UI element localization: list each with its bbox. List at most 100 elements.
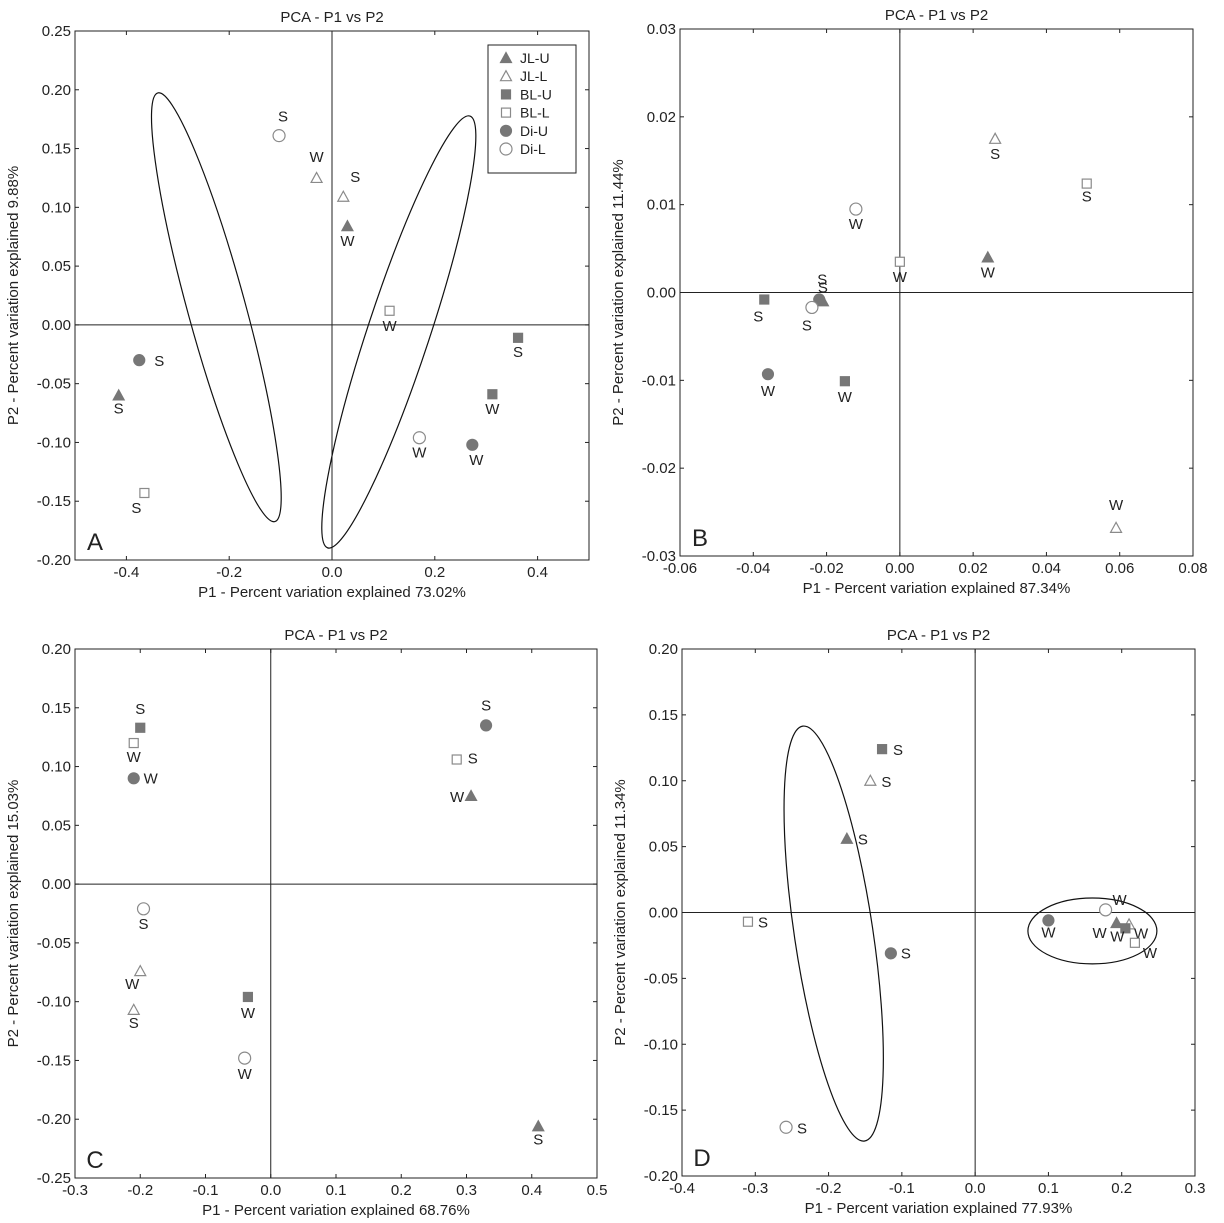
y-tick-label: 0.25 <box>42 23 71 40</box>
point-label: S <box>893 742 903 759</box>
y-tick-label: 0.05 <box>42 258 71 275</box>
panel-c: -0.3 -0.2 -0.1 0.0 0.1 0.2 0.3 0.4 0.5 -0.25 -0.20… <box>5 627 607 1219</box>
x-tick-label: 0.0 <box>260 1182 281 1199</box>
data-point <box>1042 914 1055 927</box>
x-axis-label: P1 - Percent variation explained 73.02% <box>198 584 466 601</box>
data-point <box>451 754 462 765</box>
x-axis-label: P1 - Percent variation explained 68.76% <box>202 1202 470 1219</box>
point-label: W <box>485 401 500 418</box>
point-label: S <box>817 272 827 289</box>
point-label: W <box>1110 928 1125 945</box>
x-tick-label: -0.3 <box>62 1182 88 1199</box>
legend-label: BL-L <box>520 105 550 121</box>
x-tick-label: -0.04 <box>736 560 770 577</box>
y-tick-label: -0.10 <box>37 994 71 1011</box>
x-tick-label: 0.5 <box>587 1182 608 1199</box>
data-point <box>340 219 354 232</box>
y-tick-label: 0.01 <box>647 197 676 214</box>
point-label: S <box>797 1120 807 1137</box>
x-tick-label: 0.3 <box>456 1182 477 1199</box>
point-label: S <box>901 945 911 962</box>
data-point <box>1109 521 1123 533</box>
data-point <box>135 722 146 733</box>
y-axis-label: P2 - Percent variation explained 11.34% <box>612 779 629 1046</box>
x-tick-label: 0.4 <box>521 1182 542 1199</box>
point-label: S <box>513 344 523 361</box>
y-tick-label: -0.20 <box>37 1111 71 1128</box>
point-label: S <box>533 1131 543 1148</box>
legend-marker <box>500 89 512 100</box>
data-point <box>112 388 126 401</box>
y-tick-label: -0.02 <box>642 460 676 477</box>
data-point <box>840 831 854 844</box>
data-point <box>479 719 493 732</box>
data-point <box>1098 903 1113 917</box>
x-tick-label: -0.2 <box>816 1180 842 1197</box>
y-tick-label: -0.15 <box>37 1052 71 1069</box>
point-label: W <box>450 789 465 806</box>
point-label: S <box>139 916 149 933</box>
point-label: S <box>481 697 491 714</box>
point-label: S <box>154 353 164 370</box>
data-point <box>988 132 1002 144</box>
point-label: W <box>125 976 140 993</box>
y-tick-label: -0.20 <box>644 1168 678 1185</box>
point-label: S <box>753 309 763 326</box>
point-label: W <box>838 389 853 406</box>
point-label: W <box>469 452 484 469</box>
data-point <box>464 789 478 802</box>
legend-marker <box>499 69 513 82</box>
group-ellipse <box>321 115 477 549</box>
data-point <box>805 300 819 315</box>
legend: JL-U JL-L BL-U BL-L Di-U Di-L <box>487 44 577 174</box>
y-axis-label: P2 - Percent variation explained 11.44% <box>610 159 627 426</box>
y-tick-label: 0.20 <box>42 641 71 658</box>
y-tick-label: 0.00 <box>42 876 71 893</box>
y-tick-label: -0.10 <box>37 434 71 451</box>
x-tick-label: -0.2 <box>127 1182 153 1199</box>
panel-letter: D <box>693 1145 710 1172</box>
group-ellipse <box>150 92 282 523</box>
chart-title: PCA - P1 vs P2 <box>284 627 387 644</box>
point-label: W <box>309 149 324 166</box>
data-point <box>849 202 863 216</box>
point-label: W <box>1113 892 1128 909</box>
data-point <box>1081 178 1092 189</box>
data-point <box>759 294 770 305</box>
point-label: W <box>412 445 427 462</box>
y-tick-label: 0.20 <box>42 82 71 99</box>
y-tick-label: -0.03 <box>642 548 676 565</box>
y-tick-label: 0.10 <box>649 773 678 790</box>
data-point <box>238 1051 252 1065</box>
point-label: S <box>758 915 768 932</box>
y-tick-label: -0.20 <box>37 552 71 569</box>
point-label: S <box>350 169 360 186</box>
data-point <box>242 991 254 1003</box>
y-tick-label: 0.10 <box>42 759 71 776</box>
panel-d: -0.4 -0.3 -0.2 -0.1 0.0 0.1 0.2 0.3 -0.20 -0.15 -0… <box>612 627 1205 1217</box>
chart-title: PCA - P1 vs P2 <box>885 7 988 24</box>
panel-letter: A <box>87 529 103 556</box>
data-point <box>761 368 775 381</box>
data-point <box>336 190 350 202</box>
x-tick-label: 0.1 <box>1038 1180 1059 1197</box>
y-tick-label: -0.01 <box>642 372 676 389</box>
plot-frame <box>74 648 598 1179</box>
y-tick-label: 0.00 <box>649 905 678 922</box>
x-tick-label: 0.2 <box>424 564 445 581</box>
point-label: W <box>849 216 864 233</box>
x-tick-label: 0.2 <box>391 1182 412 1199</box>
point-label: W <box>1109 497 1124 514</box>
data-point <box>487 389 498 400</box>
data-point <box>531 1119 545 1132</box>
data-point <box>136 902 151 916</box>
data-point <box>272 129 286 143</box>
legend-marker <box>499 142 513 156</box>
y-axis-label: P2 - Percent variation explained 9.88% <box>5 166 22 425</box>
legend-marker <box>499 124 513 137</box>
point-label: W <box>144 770 159 787</box>
point-label: S <box>278 109 288 126</box>
data-point <box>894 256 905 267</box>
x-tick-label: 0.0 <box>322 564 343 581</box>
y-tick-label: 0.15 <box>42 141 71 158</box>
